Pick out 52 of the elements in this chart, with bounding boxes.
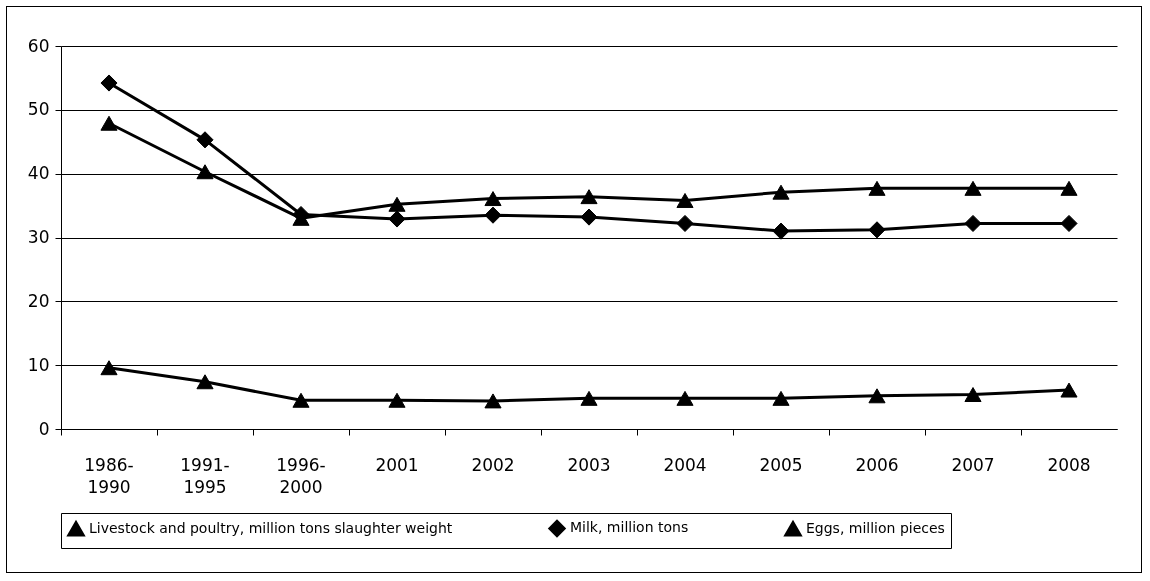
x-tick-label: 2004 [663, 454, 707, 475]
point [868, 388, 886, 404]
point [676, 192, 694, 208]
x-tick-label: 2002 [471, 454, 515, 475]
point [100, 360, 118, 376]
point [1060, 214, 1078, 233]
x-tick-label: 1996-2000 [276, 454, 326, 497]
x-tick-label: 2008 [1047, 454, 1091, 475]
x-tick-label: 2007 [951, 454, 995, 475]
point [484, 191, 502, 207]
y-tick-label: 30 [27, 227, 50, 247]
x-tick-label: 1986-1990 [84, 454, 134, 497]
point [388, 392, 406, 408]
y-tick-label: 40 [27, 163, 50, 184]
point [196, 164, 214, 180]
point [772, 390, 790, 406]
point [388, 196, 406, 212]
point [484, 206, 502, 224]
x-tick-label: 2006 [855, 454, 899, 475]
point [676, 214, 694, 233]
x-tick-label: 1991-1995 [180, 454, 230, 497]
point [964, 387, 982, 403]
x-tick-label: 2005 [759, 454, 803, 475]
point [1060, 382, 1078, 398]
y-tick-label: 20 [27, 290, 50, 311]
y-tick-label: 60 [27, 35, 50, 56]
point [196, 131, 214, 149]
point [964, 180, 982, 196]
legend-label: Livestock and poultry, million tons slaughter weight [89, 519, 453, 536]
point [772, 184, 790, 200]
y-tick-label: 50 [27, 99, 50, 120]
point [196, 374, 214, 390]
point [1060, 180, 1078, 196]
point [964, 214, 982, 233]
point [388, 210, 406, 228]
point [292, 392, 310, 408]
y-tick-label: 0 [38, 418, 50, 439]
point [580, 390, 598, 406]
point [100, 115, 118, 131]
legend-label: Eggs, million pieces [806, 519, 945, 536]
point [868, 180, 886, 196]
point [580, 208, 598, 226]
legend-label: Milk, million tons [570, 519, 689, 536]
point [868, 221, 886, 239]
point [676, 390, 694, 406]
point [580, 189, 598, 205]
point [100, 74, 118, 92]
x-tick-label: 2001 [375, 454, 419, 475]
y-tick-label: 10 [27, 354, 50, 375]
x-tick-label: 2003 [567, 454, 611, 475]
point [484, 393, 502, 409]
point [772, 222, 790, 240]
